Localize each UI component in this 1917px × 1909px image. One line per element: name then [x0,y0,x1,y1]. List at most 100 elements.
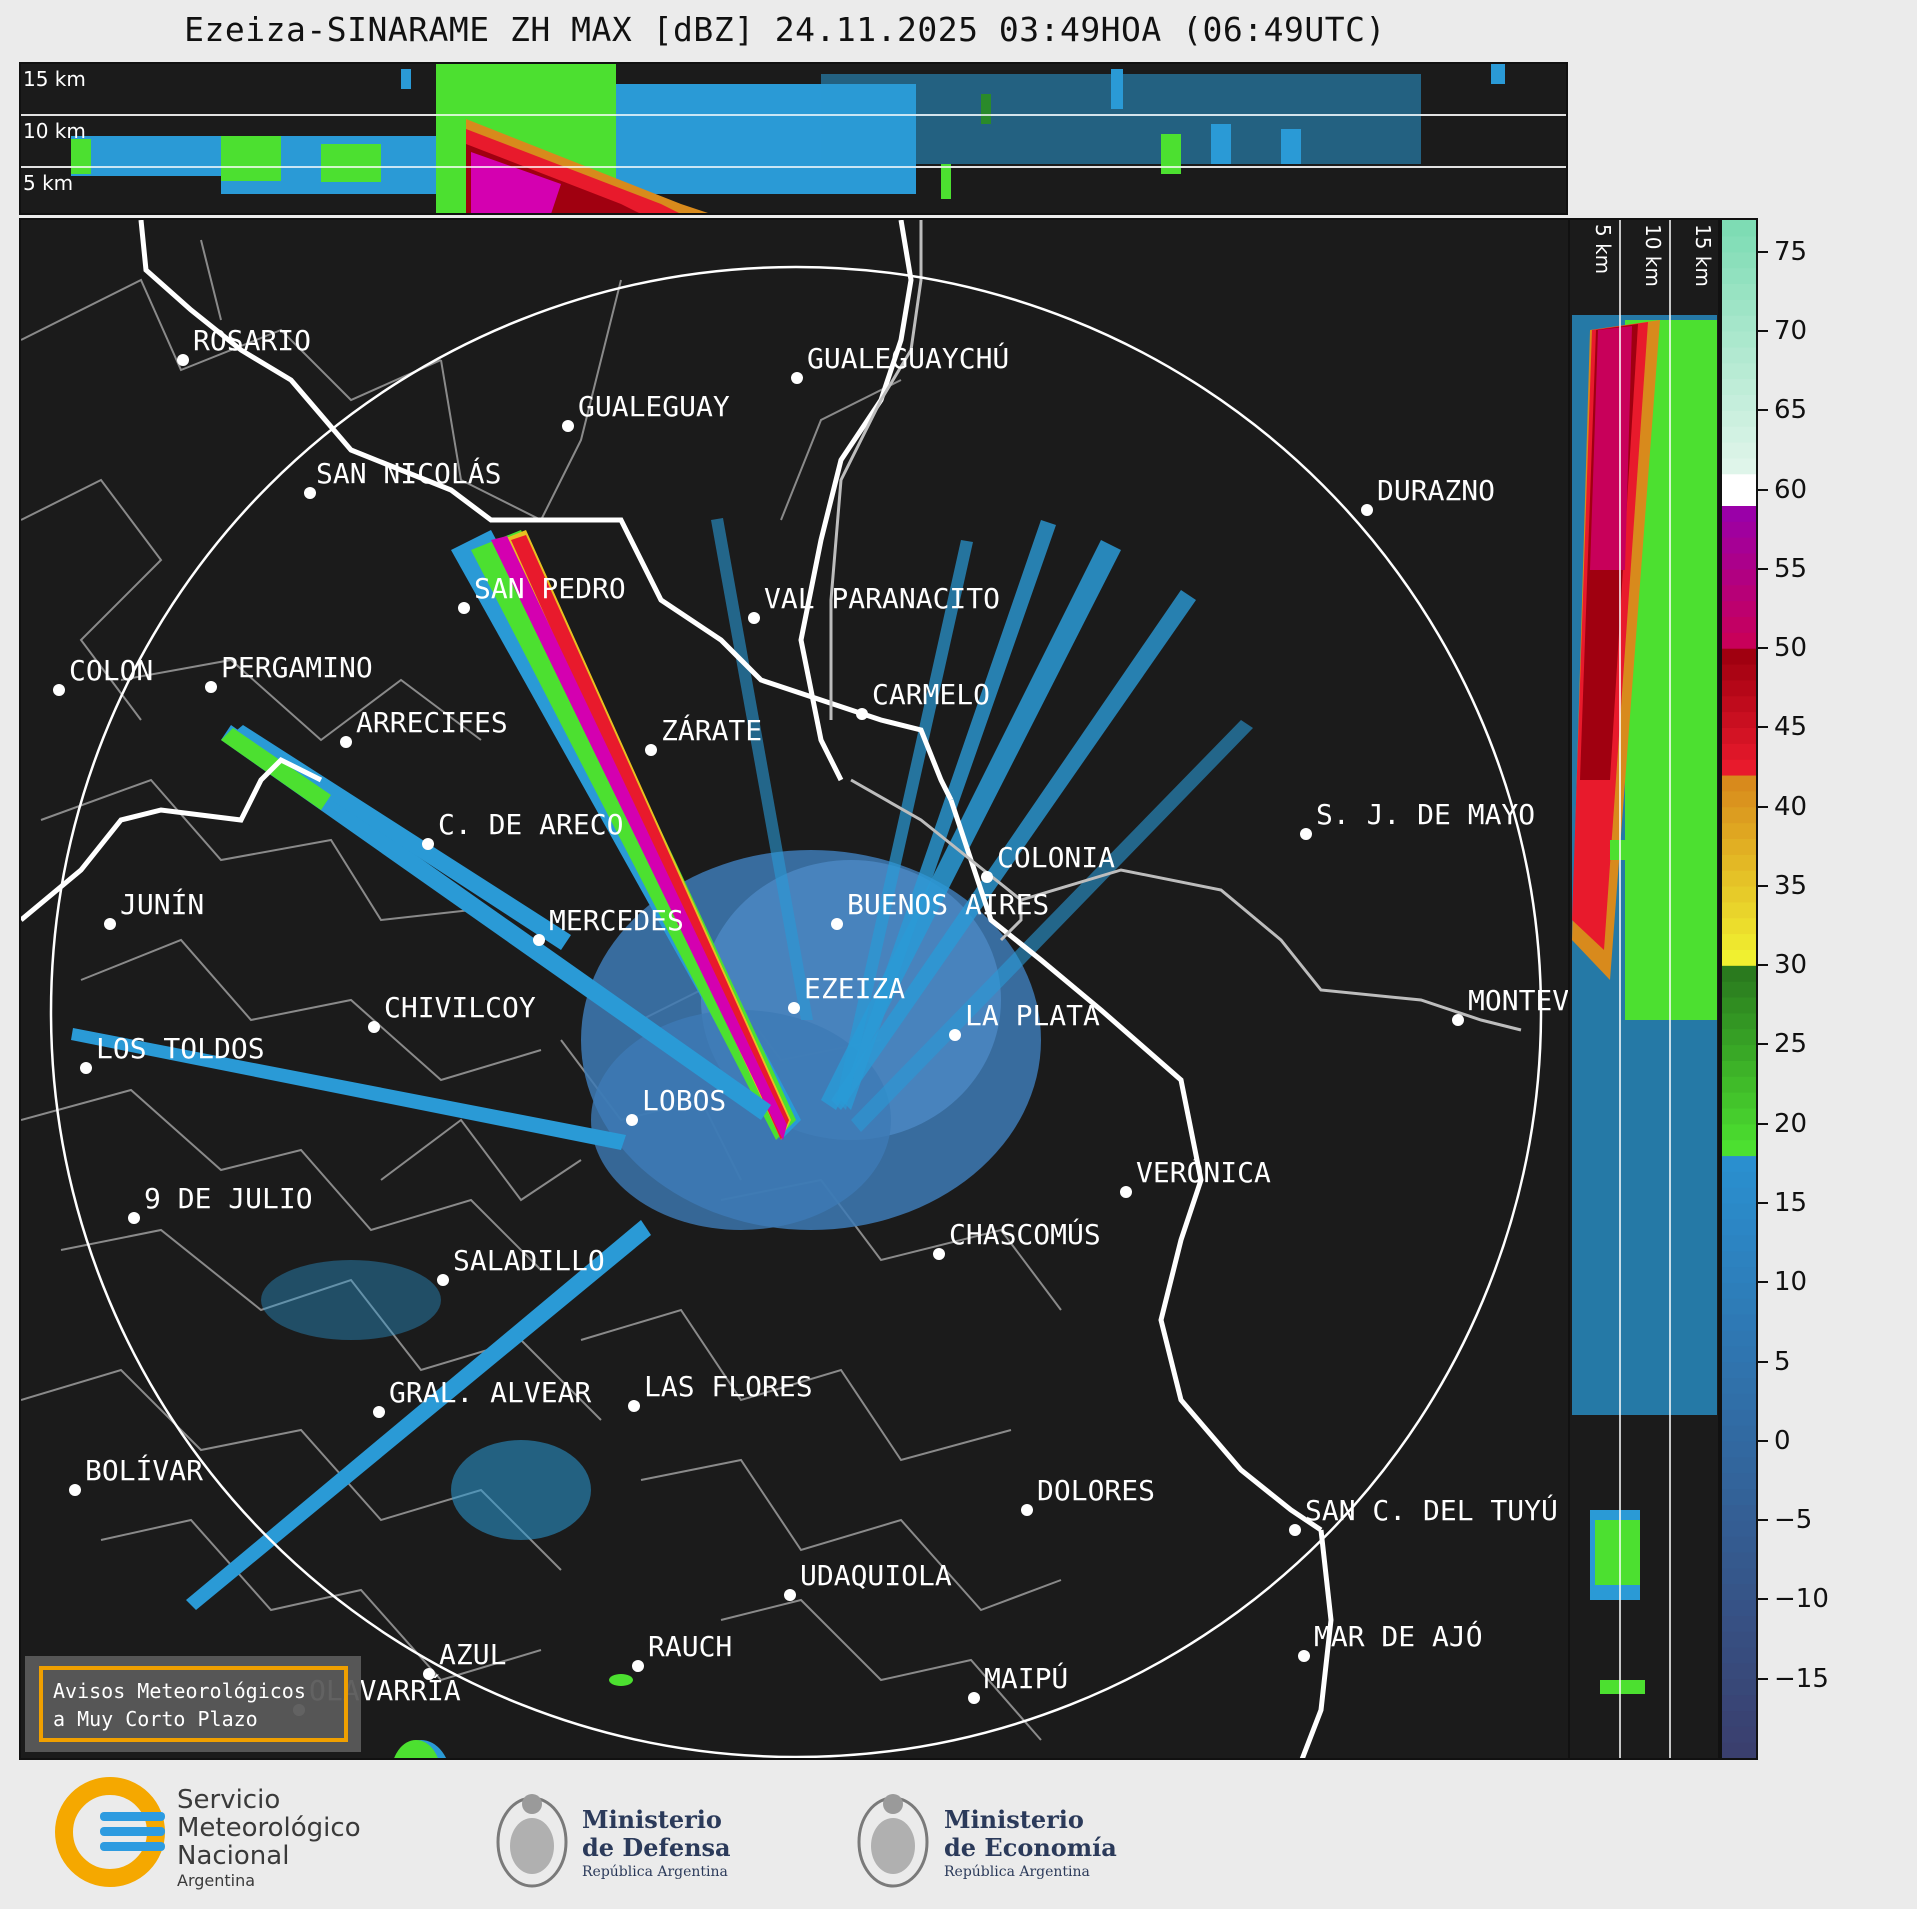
colorbar-step [1722,220,1756,237]
colorbar-step [1722,917,1756,935]
city-zarate: ZÁRATE [645,713,762,756]
colorbar-step [1722,1155,1756,1172]
colorbar-tick-label: 70 [1774,315,1808,346]
city-chascomus: CHASCOMÚS [933,1217,1101,1260]
colorbar-step [1722,1171,1756,1188]
colorbar-step [1722,711,1756,728]
colorbar-step [1722,933,1756,950]
svg-text:9 DE JULIO: 9 DE JULIO [144,1182,313,1215]
colorbar-step [1722,1710,1756,1727]
colorbar-step [1722,584,1756,602]
colorbar-step [1722,1218,1756,1236]
city-buenos-aires: BUENOS AIRES [831,888,1049,930]
colorbar-step [1722,822,1756,839]
colorbar-tick-label: 15 [1774,1188,1808,1219]
smn-line-4: Argentina [177,1871,255,1890]
colorbar-step [1722,1060,1756,1077]
colorbar-tick-label: 60 [1774,474,1808,505]
city-rauch: RAUCH [632,1630,732,1672]
colorbar-step [1722,394,1756,411]
smn-line-2: Meteorológico [177,1813,361,1843]
colorbar-step [1722,1536,1756,1553]
colorbar-step [1722,806,1756,824]
colorbar-tick-label: 25 [1774,1029,1808,1060]
colorbar-step [1722,537,1756,554]
colorbar-step [1722,378,1756,396]
colorbar-step [1722,1345,1756,1363]
smn-line-1: Servicio [177,1785,280,1815]
top-height-label-10: 10 km [23,119,86,143]
colorbar-tick-label: 75 [1774,236,1808,267]
colorbar-step [1722,1393,1756,1410]
svg-text:DURAZNO: DURAZNO [1377,474,1495,507]
colorbar-step [1722,1631,1756,1648]
svg-text:SALADILLO: SALADILLO [453,1244,605,1277]
colorbar-step [1722,1662,1756,1680]
svg-text:MAR DE AJÓ: MAR DE AJÓ [1314,1619,1483,1653]
svg-text:COLON: COLON [69,654,153,687]
top-height-profile-panel: 15 km 10 km 5 km [19,62,1568,215]
svg-text:AZUL: AZUL [439,1638,506,1671]
colorbar-step [1722,1456,1756,1474]
svg-text:VAL PARANACITO: VAL PARANACITO [764,582,1000,615]
colorbar-step [1722,315,1756,332]
colorbar-step [1722,235,1756,253]
colorbar-step [1722,743,1756,760]
colorbar-step [1722,552,1756,570]
colorbar-step [1722,838,1756,855]
colorbar-step [1722,457,1756,475]
side-height-label-5: 5 km [1591,224,1615,274]
colorbar-step [1722,648,1756,665]
colorbar-step [1722,1678,1756,1696]
svg-text:EZEIZA: EZEIZA [804,972,905,1005]
colorbar-tick-label: −10 [1774,1584,1829,1615]
colorbar-step [1722,283,1756,300]
colorbar-tick [1758,488,1768,491]
colorbar-step [1722,854,1756,871]
colorbar-step [1722,632,1756,649]
colorbar-step [1722,1726,1756,1743]
colorbar-step [1722,885,1756,903]
svg-text:COLONIA: COLONIA [997,841,1115,874]
colorbar-step [1722,1012,1756,1030]
svg-text:LAS FLORES: LAS FLORES [644,1370,813,1403]
economia-line-1: Ministerio [944,1805,1084,1834]
colorbar-step [1722,1742,1756,1758]
colorbar-step [1722,1139,1756,1157]
colorbar-step [1722,1599,1756,1616]
colorbar-tick [1758,1598,1768,1601]
colorbar-step [1722,299,1756,316]
colorbar-step [1722,790,1756,808]
colorbar-step [1722,521,1756,538]
colorbar-step [1722,774,1756,792]
radar-echoes [71,518,1253,1758]
city-carmelo: CARMELO [856,678,990,720]
radar-map[interactable]: ROSARIO GUALEGUAYCHÚ GUALEGUAY SAN NICOL… [19,218,1570,1760]
warning-box[interactable]: Avisos Meteorológicos a Muy Corto Plazo [25,1656,361,1752]
svg-text:DOLORES: DOLORES [1037,1474,1155,1507]
colorbar-step [1722,616,1756,633]
rivers [829,220,1522,1032]
colorbar-tick [1758,567,1768,570]
colorbar-tick-label: 55 [1774,553,1808,584]
warning-line-1: Avisos Meteorológicos [53,1679,306,1703]
defensa-line-2: de Defensa [582,1833,731,1862]
colorbar-step [1722,965,1756,982]
colorbar-step [1722,1504,1756,1521]
svg-text:GUALEGUAY: GUALEGUAY [578,390,730,423]
colorbar-step [1722,489,1756,507]
colorbar-tick-label: 35 [1774,870,1808,901]
city-9-de-julio: 9 DE JULIO [128,1182,313,1224]
colorbar-step [1722,1234,1756,1252]
svg-text:UDAQUIOLA: UDAQUIOLA [800,1559,952,1592]
colorbar-step [1722,473,1756,491]
colorbar-step [1722,1567,1756,1585]
svg-text:SAN C. DEL TUYÚ: SAN C. DEL TUYÚ [1305,1493,1558,1527]
svg-text:ZÁRATE: ZÁRATE [661,713,762,747]
svg-text:ARRECIFES: ARRECIFES [356,706,508,739]
colorbar-step [1722,1266,1756,1283]
colorbar-step [1722,949,1756,966]
svg-text:SAN PEDRO: SAN PEDRO [474,572,626,605]
colorbar-tick [1758,1202,1768,1205]
colorbar-tick-label: 45 [1774,712,1808,743]
